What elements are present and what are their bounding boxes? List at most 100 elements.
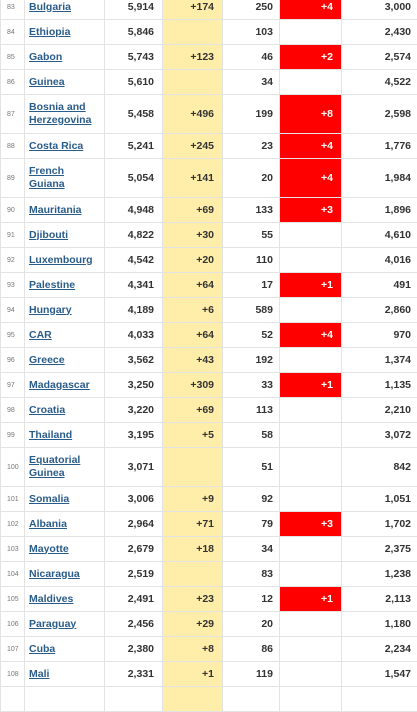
new-cases-cell bbox=[163, 687, 223, 712]
new-deaths-cell: +1 bbox=[280, 373, 342, 398]
total-cases-cell: 5,914 bbox=[105, 0, 163, 20]
total-deaths-cell: 52 bbox=[223, 323, 280, 348]
rank-cell: 97 bbox=[1, 373, 25, 398]
new-cases-cell: +245 bbox=[163, 134, 223, 159]
country-link[interactable]: Nicaragua bbox=[29, 568, 80, 580]
total-cases-cell: 2,491 bbox=[105, 587, 163, 612]
total-cases-cell: 5,743 bbox=[105, 45, 163, 70]
country-link[interactable]: Guinea bbox=[29, 76, 65, 88]
new-deaths-cell bbox=[280, 448, 342, 487]
total-recovered-cell: 4,016 bbox=[342, 248, 417, 273]
country-cell: Thailand bbox=[25, 423, 105, 448]
table-row bbox=[1, 687, 417, 712]
rank-cell: 83 bbox=[1, 0, 25, 20]
country-link[interactable]: Costa Rica bbox=[29, 140, 83, 152]
total-cases-cell: 3,006 bbox=[105, 487, 163, 512]
total-recovered-cell: 1,776 bbox=[342, 134, 417, 159]
country-link[interactable]: Paraguay bbox=[29, 618, 76, 630]
total-recovered-cell: 842 bbox=[342, 448, 417, 487]
total-deaths-cell: 250 bbox=[223, 0, 280, 20]
country-link[interactable]: Mauritania bbox=[29, 204, 82, 216]
country-cell: Bulgaria bbox=[25, 0, 105, 20]
country-cell: Nicaragua bbox=[25, 562, 105, 587]
country-link[interactable]: Thailand bbox=[29, 429, 72, 441]
rank-cell: 90 bbox=[1, 198, 25, 223]
total-cases-cell: 4,822 bbox=[105, 223, 163, 248]
rank-cell: 105 bbox=[1, 587, 25, 612]
rank-cell: 100 bbox=[1, 448, 25, 487]
country-link[interactable]: Croatia bbox=[29, 404, 65, 416]
country-link[interactable]: Luxembourg bbox=[29, 254, 93, 266]
total-cases-cell: 2,380 bbox=[105, 637, 163, 662]
new-cases-cell: +1 bbox=[163, 662, 223, 687]
total-cases-cell: 4,542 bbox=[105, 248, 163, 273]
country-cell: Bosnia and Herzegovina bbox=[25, 95, 105, 134]
total-deaths-cell: 46 bbox=[223, 45, 280, 70]
rank-cell: 106 bbox=[1, 612, 25, 637]
total-deaths-cell: 589 bbox=[223, 298, 280, 323]
new-deaths-cell bbox=[280, 298, 342, 323]
new-deaths-cell bbox=[280, 487, 342, 512]
country-link[interactable]: Bosnia and Herzegovina bbox=[29, 101, 91, 126]
new-deaths-cell: +4 bbox=[280, 0, 342, 20]
total-recovered-cell: 1,180 bbox=[342, 612, 417, 637]
new-cases-cell: +69 bbox=[163, 198, 223, 223]
new-cases-cell bbox=[163, 448, 223, 487]
country-link[interactable]: CAR bbox=[29, 329, 52, 341]
total-deaths-cell: 79 bbox=[223, 512, 280, 537]
new-deaths-cell bbox=[280, 612, 342, 637]
total-deaths-cell: 12 bbox=[223, 587, 280, 612]
new-cases-cell: +18 bbox=[163, 537, 223, 562]
total-recovered-cell: 1,702 bbox=[342, 512, 417, 537]
new-cases-cell: +69 bbox=[163, 398, 223, 423]
country-cell: Greece bbox=[25, 348, 105, 373]
country-link[interactable]: Equatorial Guinea bbox=[29, 454, 80, 479]
rank-cell: 102 bbox=[1, 512, 25, 537]
total-deaths-cell: 34 bbox=[223, 70, 280, 95]
total-recovered-cell: 4,610 bbox=[342, 223, 417, 248]
total-recovered-cell: 2,210 bbox=[342, 398, 417, 423]
country-link[interactable]: Mali bbox=[29, 668, 49, 680]
country-link[interactable]: Bulgaria bbox=[29, 1, 71, 13]
country-link[interactable]: Somalia bbox=[29, 493, 69, 505]
country-link[interactable]: Albania bbox=[29, 518, 67, 530]
total-recovered-cell: 1,135 bbox=[342, 373, 417, 398]
country-link[interactable]: Greece bbox=[29, 354, 65, 366]
country-cell: Ethiopia bbox=[25, 20, 105, 45]
country-link[interactable]: Palestine bbox=[29, 279, 75, 291]
country-link[interactable]: French Guiana bbox=[29, 165, 65, 190]
new-deaths-cell: +4 bbox=[280, 159, 342, 198]
new-cases-cell: +496 bbox=[163, 95, 223, 134]
country-link[interactable]: Gabon bbox=[29, 51, 62, 63]
country-cell: French Guiana bbox=[25, 159, 105, 198]
country-link[interactable]: Hungary bbox=[29, 304, 72, 316]
new-cases-cell: +29 bbox=[163, 612, 223, 637]
country-link[interactable]: Cuba bbox=[29, 643, 55, 655]
rank-cell: 84 bbox=[1, 20, 25, 45]
total-cases-cell: 4,948 bbox=[105, 198, 163, 223]
new-deaths-cell: +2 bbox=[280, 45, 342, 70]
total-cases-cell: 4,189 bbox=[105, 298, 163, 323]
rank-cell: 96 bbox=[1, 348, 25, 373]
country-link[interactable]: Ethiopia bbox=[29, 26, 70, 38]
new-deaths-cell bbox=[280, 537, 342, 562]
rank-cell: 107 bbox=[1, 637, 25, 662]
country-link[interactable]: Djibouti bbox=[29, 229, 68, 241]
total-recovered-cell: 2,574 bbox=[342, 45, 417, 70]
rank-cell: 93 bbox=[1, 273, 25, 298]
total-cases-cell: 2,964 bbox=[105, 512, 163, 537]
total-deaths-cell: 83 bbox=[223, 562, 280, 587]
country-link[interactable]: Mayotte bbox=[29, 543, 69, 555]
country-link[interactable]: Madagascar bbox=[29, 379, 90, 391]
country-cell: Albania bbox=[25, 512, 105, 537]
total-deaths-cell: 110 bbox=[223, 248, 280, 273]
country-link[interactable]: Maldives bbox=[29, 593, 73, 605]
rank-cell: 94 bbox=[1, 298, 25, 323]
